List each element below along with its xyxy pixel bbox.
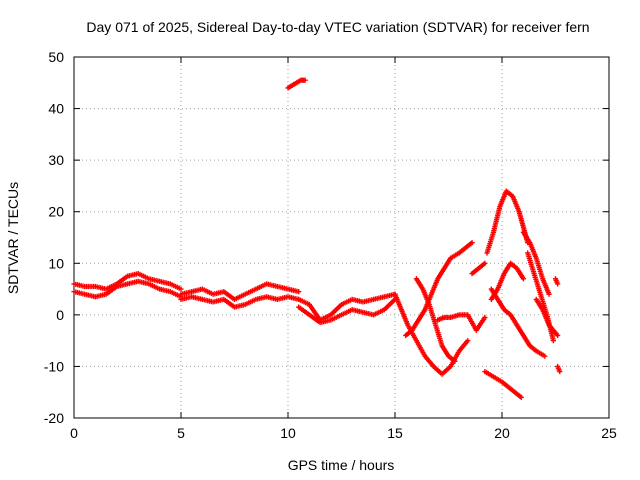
- plot-frame: [73, 56, 610, 419]
- data-point: [302, 77, 308, 83]
- data-point: [469, 240, 475, 246]
- y-tick-label: 10: [48, 255, 64, 271]
- y-tick-label: 0: [56, 307, 64, 323]
- data-point: [482, 260, 488, 266]
- data-point: [482, 314, 488, 321]
- x-tick-label: 15: [387, 425, 403, 441]
- data-point: [555, 332, 561, 339]
- tick-layer: 0 5 10 15 20 25 -20 -10 0 10 20 30 40 50: [44, 49, 617, 441]
- data-point: [465, 338, 471, 344]
- x-axis-title: GPS time / hours: [288, 457, 395, 473]
- data-point: [546, 291, 552, 297]
- data-point: [550, 338, 556, 344]
- data-point: [555, 281, 561, 287]
- data-point: [452, 358, 458, 364]
- chart-title: Day 071 of 2025, Sidereal Day-to-day VTE…: [86, 19, 589, 35]
- y-axis-title: SDTVAR / TECUs: [5, 182, 21, 294]
- data-point: [518, 394, 524, 400]
- x-tick-label: 25: [601, 425, 617, 441]
- data-point: [542, 353, 548, 359]
- x-tick-label: 20: [494, 425, 510, 441]
- data-point: [178, 286, 184, 292]
- y-tick-label: 40: [48, 101, 64, 117]
- data-point: [520, 276, 526, 282]
- grid-layer: [74, 57, 609, 418]
- y-tick-label: -20: [44, 410, 64, 426]
- x-tick-label: 10: [280, 425, 296, 441]
- x-tick-label: 0: [70, 425, 78, 441]
- x-tick-label: 5: [177, 425, 185, 441]
- data-point: [557, 368, 563, 375]
- y-tick-label: 30: [48, 152, 64, 168]
- y-tick-label: 50: [48, 49, 64, 65]
- y-tick-label: -10: [44, 358, 64, 374]
- y-tick-label: 20: [48, 204, 64, 220]
- data-point: [296, 289, 302, 295]
- point-layer: [71, 77, 563, 400]
